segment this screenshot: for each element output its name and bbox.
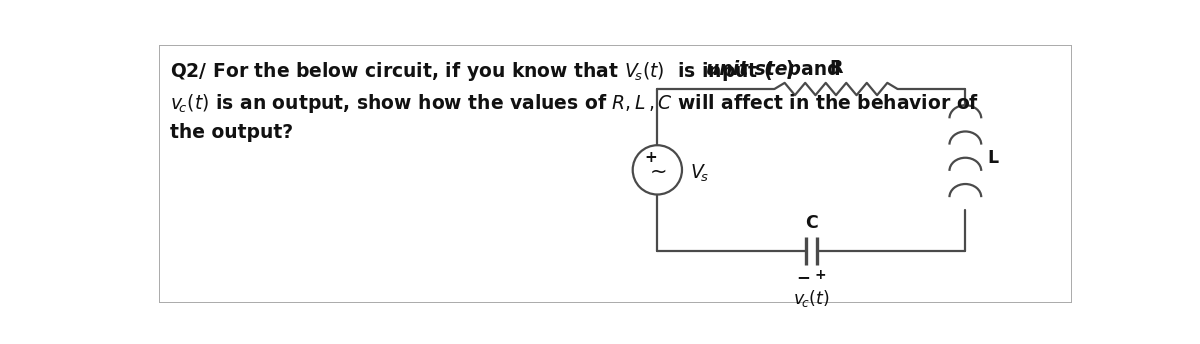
Text: −: − — [796, 268, 810, 286]
Text: $v_{\!c}(t)$ is an output, show how the values of $R, L\,, C$ will affect in the: $v_{\!c}(t)$ is an output, show how the … — [170, 92, 979, 115]
Text: the output?: the output? — [170, 123, 293, 142]
Text: R: R — [829, 60, 842, 77]
Text: $v_{\!c}(t)$: $v_{\!c}(t)$ — [793, 288, 829, 309]
Text: ) and: ) and — [786, 60, 840, 79]
Text: $V_{\!s}$: $V_{\!s}$ — [690, 163, 709, 184]
Text: C: C — [805, 214, 817, 232]
Text: +: + — [644, 150, 658, 164]
Text: Q2/ For the below circuit, if you know that $V_{\!s}(t)$  is input (: Q2/ For the below circuit, if you know t… — [170, 60, 773, 83]
Text: +: + — [814, 268, 826, 282]
Text: unit step: unit step — [706, 60, 800, 79]
Text: L: L — [988, 149, 998, 167]
Text: ~: ~ — [650, 162, 667, 182]
